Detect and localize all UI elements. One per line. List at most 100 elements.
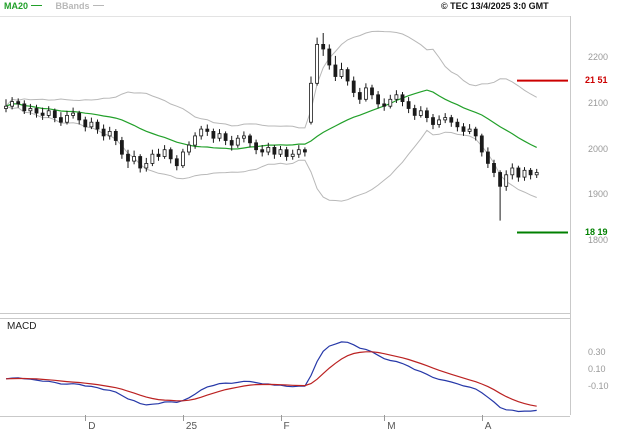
candle-body [217, 133, 222, 139]
candle-body [382, 103, 387, 107]
price-chart-svg [4, 30, 568, 234]
x-axis-tickmark [85, 415, 87, 421]
candle-body [272, 146, 277, 155]
candle-body [193, 135, 198, 146]
candle-body [101, 128, 106, 137]
candle-body [138, 156, 143, 169]
macd-axis-label: 0.30 [588, 346, 606, 357]
candle-body [205, 128, 210, 132]
candle-body [174, 158, 179, 167]
candle-body [229, 140, 234, 146]
candle-body [406, 101, 411, 109]
candle-body [370, 87, 374, 96]
candle-body [473, 128, 478, 137]
candle-body [522, 169, 527, 178]
candle-body [302, 149, 307, 153]
candle-body [28, 108, 33, 112]
candle-body [479, 135, 484, 153]
candle-body [77, 112, 82, 121]
candle-body [296, 149, 301, 155]
candle-body [266, 146, 271, 153]
candle-body [223, 133, 228, 141]
bbands-line-swatch-icon [92, 5, 104, 6]
hline-price-label: 18 19 [585, 226, 608, 237]
candle-body [449, 117, 454, 123]
legend-item-ma20: MA20 [4, 1, 49, 11]
candle-body [59, 117, 63, 123]
price-chart-panel [0, 16, 570, 314]
candle-body [339, 69, 344, 77]
candle-body [418, 110, 423, 116]
candle-body [290, 153, 295, 157]
candle-body [510, 167, 515, 176]
macd-chart-svg [5, 341, 537, 413]
candle-body [278, 149, 283, 155]
candle-body [150, 153, 155, 164]
price-axis-label: 2000 [588, 143, 609, 154]
legend-label-ma20: MA20 [4, 1, 29, 11]
candle-body [235, 137, 240, 146]
hline-price-label: 21 51 [585, 74, 608, 85]
candle-body [461, 126, 466, 132]
x-axis-tickmark [481, 415, 483, 421]
candle-body [351, 80, 356, 93]
candle-body [357, 92, 362, 100]
candle-body [46, 110, 51, 116]
candle-body [144, 162, 149, 169]
candle-body [437, 119, 442, 125]
candle-body [485, 151, 490, 164]
candle-body [333, 64, 338, 77]
candle-body [363, 87, 368, 100]
x-axis-label: D [88, 421, 96, 432]
candle-body [467, 128, 472, 132]
candle-body [248, 135, 252, 144]
candle-body [95, 121, 100, 130]
candle-body [4, 105, 8, 109]
axis-separator-line [570, 16, 571, 415]
candle-body [315, 43, 320, 84]
bollinger-lower-band [5, 105, 537, 202]
candle-body [309, 82, 313, 123]
candle-body [260, 149, 265, 153]
candle-body [126, 153, 130, 162]
candle-body [107, 131, 112, 137]
macd-axis-label: 0.10 [588, 364, 606, 375]
candle-body [40, 112, 45, 116]
candle-body [89, 121, 94, 128]
candle-body [504, 174, 509, 187]
x-axis-tickmark [280, 415, 282, 421]
candle-body [132, 156, 137, 162]
bollinger-upper-band [5, 30, 537, 129]
price-axis-label: 1900 [588, 189, 609, 200]
candle-body [187, 144, 191, 153]
legend-label-bbands: BBands [55, 1, 90, 11]
macd-signal-line [5, 351, 537, 407]
candle-body [431, 117, 435, 125]
macd-axis-label: -0.10 [588, 381, 609, 392]
candle-body [455, 121, 460, 128]
candle-body [345, 69, 350, 82]
candle-body [52, 110, 57, 119]
candle-body [199, 128, 204, 137]
candle-body [388, 98, 393, 107]
candle-body [156, 153, 161, 157]
candle-body [211, 131, 216, 139]
x-axis-tickmark [384, 415, 386, 421]
candle-body [162, 149, 167, 157]
candle-body [65, 115, 69, 123]
candle-body [284, 149, 289, 157]
candle-body [120, 140, 124, 155]
candle-body [534, 172, 539, 176]
candle-body [528, 169, 533, 176]
candle-body [376, 94, 381, 105]
candle-body [16, 101, 21, 105]
candle-body [254, 142, 259, 151]
legend: MA20 BBands [4, 1, 115, 11]
copyright-text: © TEC 13/4/2025 3:0 GMT [441, 1, 549, 11]
ma20-line [5, 89, 537, 150]
ma20-line-swatch-icon [31, 5, 43, 6]
candle-body [113, 131, 118, 141]
candle-body [492, 162, 496, 173]
candle-body [424, 110, 429, 119]
